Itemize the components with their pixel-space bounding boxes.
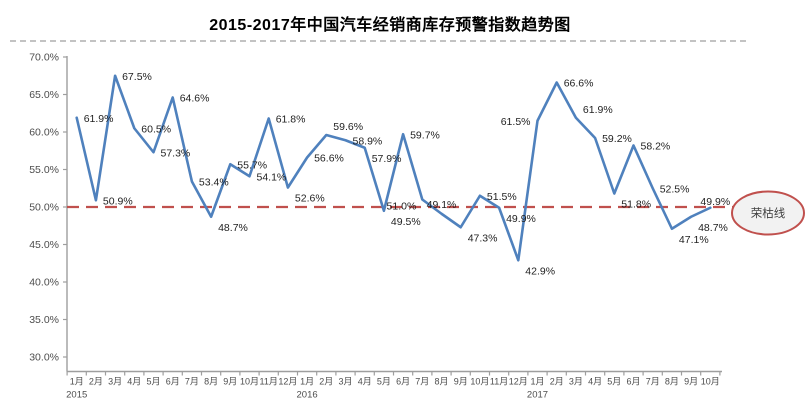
y-axis-tick-label: 30.0% xyxy=(29,352,59,364)
y-axis-tick-label: 55.0% xyxy=(29,164,59,176)
data-point-label: 56.6% xyxy=(314,153,344,165)
x-axis-month-label: 9月 xyxy=(223,377,237,387)
x-axis-month-label: 10月 xyxy=(240,377,259,387)
x-axis-month-label: 1月 xyxy=(70,377,84,387)
threshold-callout-label: 荣枯线 xyxy=(751,206,786,220)
data-point-label: 51.0% xyxy=(387,201,417,213)
chart-title: 2015-2017年中国汽车经销商库存预警指数趋势图 xyxy=(209,17,571,34)
y-axis-tick-label: 45.0% xyxy=(29,239,59,251)
x-axis-month-label: 12月 xyxy=(509,377,528,387)
x-axis-month-label: 2月 xyxy=(89,377,103,387)
data-point-label: 66.6% xyxy=(564,78,594,90)
title-separator-line xyxy=(10,40,746,42)
x-axis-month-label: 6月 xyxy=(166,377,180,387)
data-point-label: 59.6% xyxy=(333,121,363,133)
data-point-label: 57.3% xyxy=(161,147,191,159)
x-axis-month-label: 7月 xyxy=(185,377,199,387)
x-axis-month-label: 8月 xyxy=(204,377,218,387)
x-axis-year-label: 2017 xyxy=(527,390,548,401)
data-point-label: 53.4% xyxy=(199,177,229,189)
x-axis-month-label: 8月 xyxy=(434,377,448,387)
data-point-label: 67.5% xyxy=(122,71,152,83)
data-point-label: 59.7% xyxy=(410,129,440,141)
x-axis-month-label: 10月 xyxy=(470,377,489,387)
x-axis-month-label: 5月 xyxy=(607,377,621,387)
data-point-label: 61.5% xyxy=(501,116,531,128)
x-axis-month-label: 8月 xyxy=(665,377,679,387)
x-axis-month-label: 5月 xyxy=(377,377,391,387)
data-point-label: 58.2% xyxy=(641,141,671,153)
data-point-label: 64.6% xyxy=(180,93,210,105)
x-axis-month-label: 2月 xyxy=(550,377,564,387)
data-point-label: 55.7% xyxy=(237,159,267,171)
data-point-label: 52.6% xyxy=(295,193,325,205)
data-point-label: 54.1% xyxy=(257,171,287,183)
data-point-label: 59.2% xyxy=(602,133,632,145)
x-axis-month-label: 9月 xyxy=(454,377,468,387)
data-point-label: 51.8% xyxy=(621,199,651,211)
x-axis-month-label: 11月 xyxy=(260,377,278,387)
x-axis-month-label: 5月 xyxy=(146,377,160,387)
data-point-label: 61.8% xyxy=(276,114,306,126)
x-axis-year-label: 2015 xyxy=(66,390,87,401)
x-axis-month-label: 7月 xyxy=(415,377,429,387)
data-point-label: 60.5% xyxy=(141,123,171,135)
data-point-label: 49.5% xyxy=(391,216,421,228)
x-axis-month-label: 3月 xyxy=(569,377,583,387)
y-axis-tick-label: 35.0% xyxy=(29,314,59,326)
data-point-label: 50.9% xyxy=(103,195,133,207)
x-axis-month-label: 1月 xyxy=(530,377,544,387)
data-point-label: 61.9% xyxy=(84,113,114,125)
y-axis-tick-label: 60.0% xyxy=(29,127,59,139)
x-axis-month-label: 6月 xyxy=(626,377,640,387)
data-point-label: 48.7% xyxy=(218,222,248,234)
data-point-label: 47.3% xyxy=(468,232,498,244)
data-point-label: 51.5% xyxy=(487,191,517,203)
x-axis-month-label: 10月 xyxy=(701,377,720,387)
data-point-label: 61.9% xyxy=(583,104,613,116)
x-axis-month-label: 3月 xyxy=(108,377,122,387)
x-axis-month-label: 4月 xyxy=(127,377,141,387)
data-point-label: 47.1% xyxy=(679,234,709,246)
x-axis-month-label: 11月 xyxy=(490,377,508,387)
x-axis-month-label: 4月 xyxy=(358,377,372,387)
x-axis-month-label: 6月 xyxy=(396,377,410,387)
y-axis-tick-label: 50.0% xyxy=(29,202,59,214)
x-axis-month-label: 4月 xyxy=(588,377,602,387)
data-point-label: 49.1% xyxy=(427,199,457,211)
threshold-callout-ellipse xyxy=(731,190,805,236)
y-axis-tick-label: 65.0% xyxy=(29,89,59,101)
y-axis-tick-label: 70.0% xyxy=(29,52,59,64)
data-point-label: 58.9% xyxy=(353,135,383,147)
index-trend-line xyxy=(75,74,712,262)
data-point-label: 49.9% xyxy=(700,196,730,208)
data-point-label: 48.7% xyxy=(698,222,728,234)
data-point-label: 49.9% xyxy=(506,213,536,225)
data-point-label: 52.5% xyxy=(660,183,690,195)
y-axis-tick-label: 40.0% xyxy=(29,277,59,289)
data-point-label: 57.9% xyxy=(372,153,402,165)
x-axis-month-label: 12月 xyxy=(278,377,297,387)
x-axis-month-label: 7月 xyxy=(646,377,660,387)
x-axis-month-label: 1月 xyxy=(300,377,314,387)
x-axis-month-label: 3月 xyxy=(338,377,352,387)
x-axis-month-label: 2月 xyxy=(319,377,333,387)
x-axis-year-label: 2016 xyxy=(297,390,318,401)
x-axis-month-label: 9月 xyxy=(684,377,698,387)
data-point-label: 42.9% xyxy=(525,265,555,277)
